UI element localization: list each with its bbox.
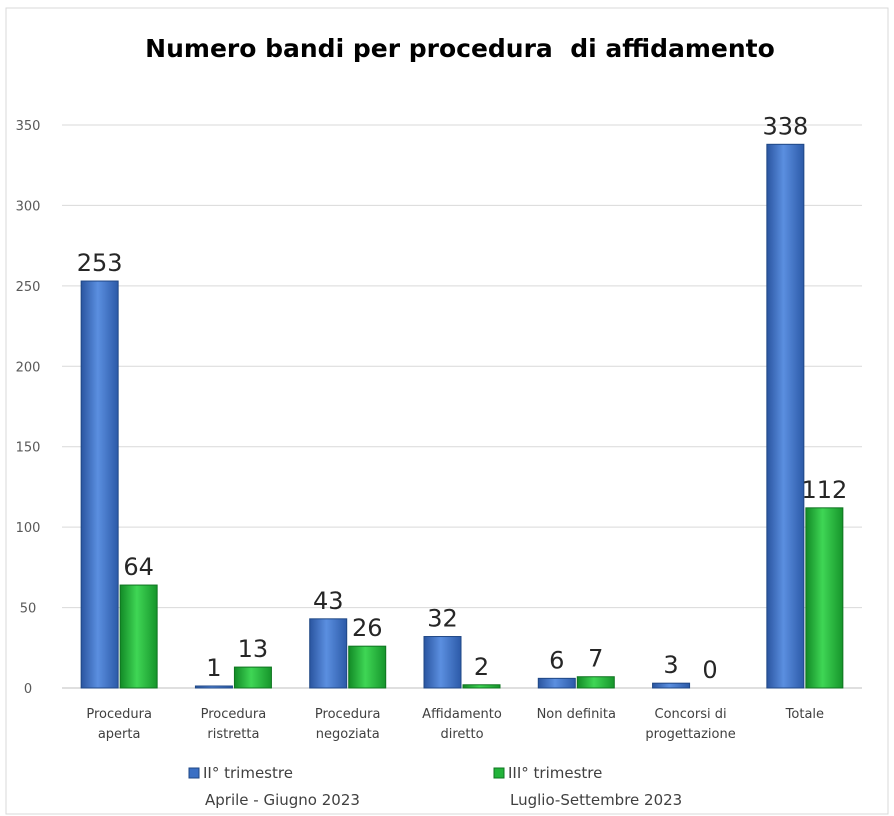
chart-title: Numero bandi per procedura di affidament… bbox=[145, 34, 775, 63]
bar-ii-trimestre bbox=[652, 682, 691, 689]
x-category-line: Affidamento bbox=[422, 707, 502, 722]
bar-ii-trimestre bbox=[309, 618, 348, 689]
data-label: 26 bbox=[352, 614, 383, 642]
x-category-line: Totale bbox=[785, 707, 824, 722]
data-label: 2 bbox=[474, 653, 489, 681]
x-category-line: Non definita bbox=[537, 707, 616, 722]
y-axis: 0 50 100 150 200 250 300 350 bbox=[16, 119, 41, 697]
legend-series-name: II° trimestre bbox=[203, 764, 293, 782]
data-label: 43 bbox=[313, 587, 344, 615]
legend-swatch bbox=[493, 767, 505, 779]
x-category-line: negoziata bbox=[316, 727, 380, 742]
bar-ii-trimestre bbox=[766, 143, 805, 689]
x-category-line: progettazione bbox=[645, 727, 735, 742]
x-category-label: Procedura negoziata bbox=[315, 707, 381, 742]
y-tick-label: 300 bbox=[16, 199, 41, 214]
x-category-line: diretto bbox=[440, 727, 483, 742]
bar-iii-trimestre bbox=[233, 666, 272, 689]
y-tick-label: 100 bbox=[16, 521, 41, 536]
bar-iii-trimestre bbox=[462, 684, 501, 689]
legend-series-name: III° trimestre bbox=[508, 764, 602, 782]
legend-series-period: Aprile - Giugno 2023 bbox=[205, 791, 360, 809]
chart-border bbox=[5, 7, 889, 815]
data-label: 253 bbox=[77, 249, 123, 277]
bar-iii-trimestre bbox=[119, 584, 158, 689]
data-label: 1 bbox=[206, 654, 221, 682]
y-tick-label: 200 bbox=[16, 360, 41, 375]
x-category-label: Totale bbox=[785, 707, 824, 722]
bar-iii-trimestre bbox=[348, 645, 387, 689]
bar-ii-trimestre bbox=[423, 636, 462, 689]
x-category-line: ristretta bbox=[207, 727, 259, 742]
y-tick-label: 50 bbox=[20, 602, 37, 617]
bar-ii-trimestre bbox=[537, 677, 576, 689]
data-label: 32 bbox=[427, 605, 458, 633]
data-label: 13 bbox=[238, 635, 269, 663]
y-tick-label: 250 bbox=[16, 280, 41, 295]
x-category-line: aperta bbox=[98, 727, 141, 742]
legend: II° trimestre Aprile - Giugno 2023 III° tr… bbox=[188, 764, 682, 809]
x-category-line: Procedura bbox=[201, 707, 267, 722]
x-category-label: Affidamento diretto bbox=[422, 707, 502, 742]
x-category-label: Procedura aperta bbox=[86, 707, 152, 742]
bar-iii-trimestre bbox=[805, 507, 844, 689]
y-tick-label: 0 bbox=[24, 682, 32, 697]
data-label: 6 bbox=[549, 646, 564, 674]
bar-iii-trimestre bbox=[576, 676, 615, 689]
y-tick-label: 150 bbox=[16, 441, 41, 456]
data-label: 3 bbox=[663, 651, 678, 679]
bars bbox=[80, 143, 844, 689]
x-category-line: Procedura bbox=[86, 707, 152, 722]
x-category-label: Non definita bbox=[537, 707, 616, 722]
data-label: 64 bbox=[123, 553, 154, 581]
x-category-label: Procedura ristretta bbox=[201, 707, 267, 742]
y-tick-label: 350 bbox=[16, 119, 41, 134]
legend-series-period: Luglio-Settembre 2023 bbox=[510, 791, 682, 809]
x-category-line: Concorsi di bbox=[655, 707, 727, 722]
data-label: 7 bbox=[588, 645, 603, 673]
x-category-line: Procedura bbox=[315, 707, 381, 722]
bar-ii-trimestre bbox=[194, 685, 233, 689]
x-category-label: Concorsi di progettazione bbox=[645, 707, 735, 742]
gridlines bbox=[62, 124, 862, 689]
data-label: 338 bbox=[762, 112, 808, 140]
legend-swatch bbox=[188, 767, 200, 779]
bar-ii-trimestre bbox=[80, 280, 119, 689]
data-label: 0 bbox=[702, 656, 717, 684]
data-label: 112 bbox=[801, 476, 847, 504]
